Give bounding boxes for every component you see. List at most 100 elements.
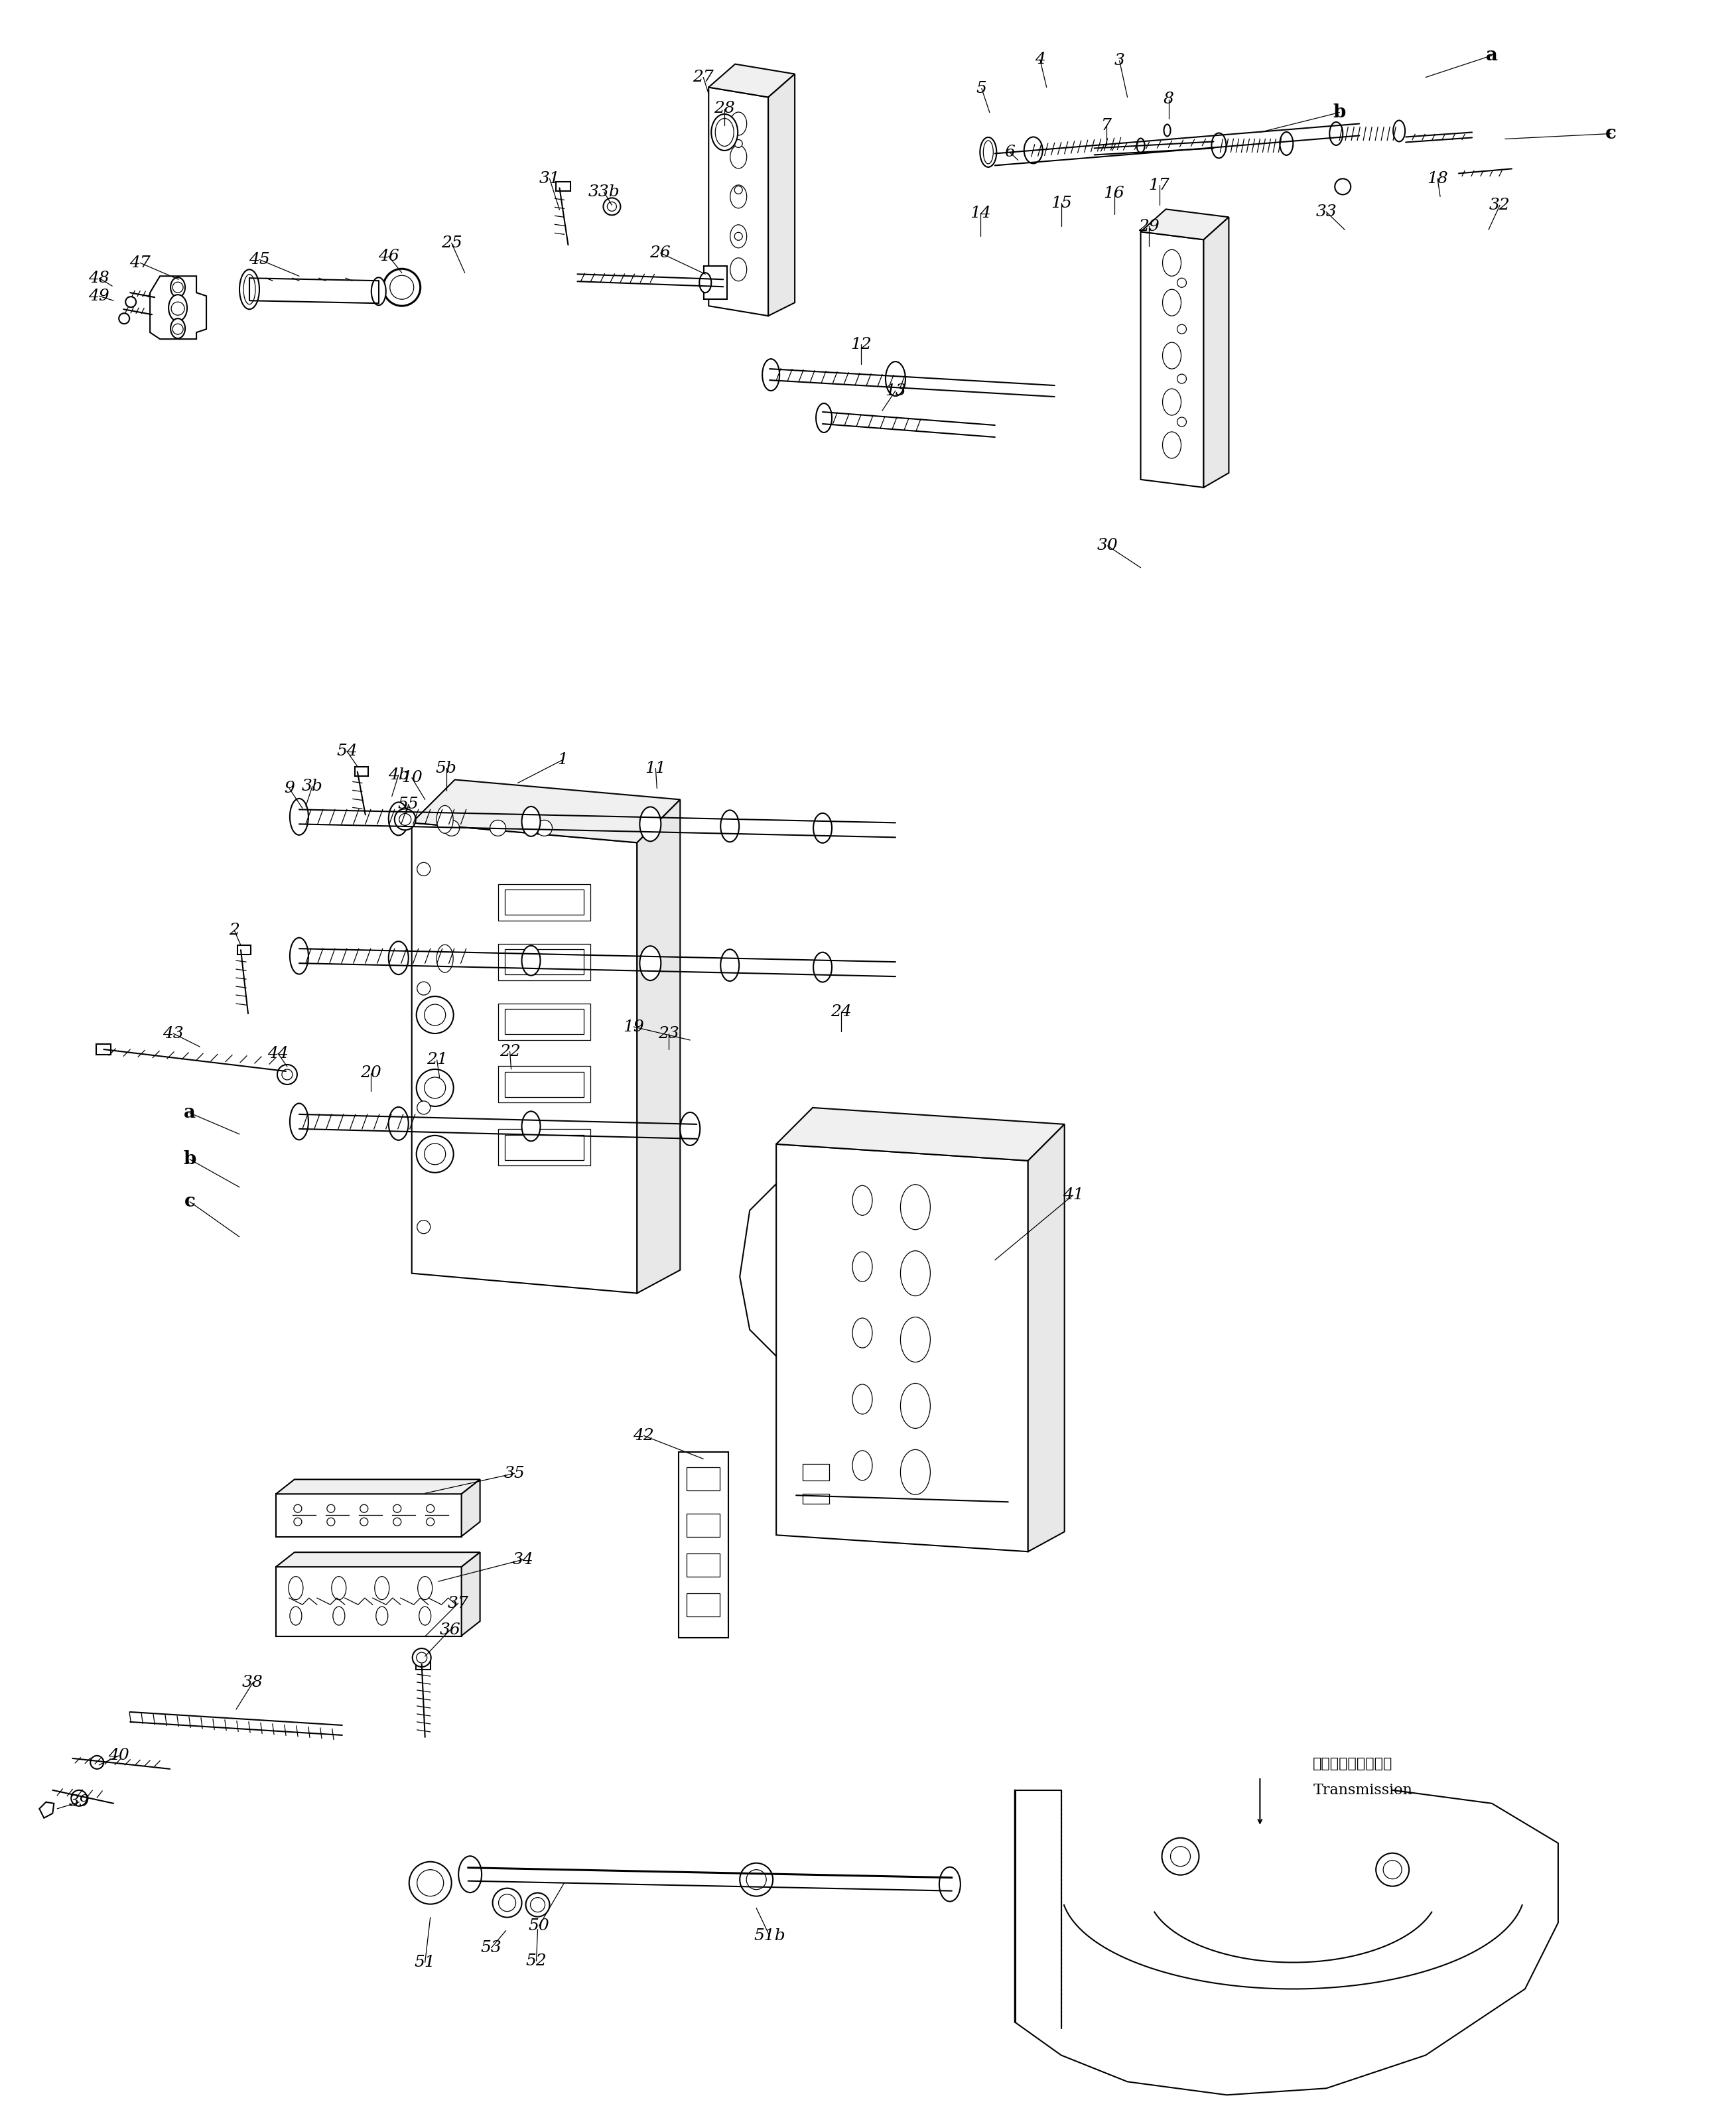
Text: c: c (1606, 124, 1616, 143)
Circle shape (1170, 1847, 1191, 1866)
Ellipse shape (731, 257, 746, 280)
Ellipse shape (332, 1577, 345, 1600)
Circle shape (1161, 1838, 1200, 1874)
Circle shape (417, 997, 453, 1033)
Ellipse shape (1394, 120, 1404, 141)
Bar (498, 1003, 590, 1039)
Bar (687, 1554, 720, 1577)
Circle shape (172, 325, 184, 335)
Ellipse shape (700, 272, 712, 293)
Text: 31: 31 (540, 171, 561, 186)
Circle shape (417, 1100, 431, 1115)
Text: 34: 34 (512, 1551, 533, 1566)
Bar (505, 949, 583, 974)
Ellipse shape (731, 112, 746, 135)
Ellipse shape (458, 1855, 481, 1893)
Text: 55: 55 (398, 797, 418, 812)
Ellipse shape (290, 1606, 302, 1625)
Text: 35: 35 (503, 1465, 524, 1482)
Polygon shape (776, 1145, 1028, 1551)
Text: 51b: 51b (753, 1929, 785, 1944)
Text: 5: 5 (976, 80, 986, 97)
Ellipse shape (901, 1383, 930, 1429)
Polygon shape (1141, 232, 1203, 487)
Ellipse shape (901, 1250, 930, 1296)
Text: 20: 20 (359, 1065, 382, 1081)
Circle shape (293, 1505, 302, 1514)
Text: 19: 19 (623, 1018, 644, 1035)
Ellipse shape (731, 226, 746, 249)
Ellipse shape (523, 807, 540, 837)
Circle shape (359, 1505, 368, 1514)
Text: 4: 4 (1035, 53, 1045, 67)
Text: 29: 29 (1139, 219, 1160, 234)
Circle shape (417, 982, 431, 995)
Polygon shape (411, 822, 637, 1292)
Text: 9: 9 (285, 780, 295, 797)
Ellipse shape (885, 363, 906, 396)
Text: 39: 39 (69, 1794, 90, 1809)
Ellipse shape (170, 318, 186, 339)
Text: 7: 7 (1101, 118, 1111, 133)
Ellipse shape (939, 1868, 960, 1901)
Ellipse shape (437, 944, 453, 972)
Bar (556, 181, 571, 192)
Ellipse shape (290, 799, 309, 835)
Text: 32: 32 (1489, 198, 1510, 213)
Bar (687, 1514, 720, 1537)
Polygon shape (276, 1480, 481, 1495)
Ellipse shape (1024, 137, 1043, 164)
Text: 42: 42 (634, 1427, 654, 1444)
Ellipse shape (389, 942, 408, 974)
Ellipse shape (375, 1577, 389, 1600)
Bar (276, 1495, 462, 1537)
Text: 2: 2 (229, 923, 240, 938)
Ellipse shape (243, 274, 255, 304)
Circle shape (734, 139, 743, 148)
Ellipse shape (641, 807, 661, 841)
Polygon shape (637, 799, 681, 1292)
Ellipse shape (372, 278, 385, 306)
Text: 54: 54 (337, 744, 358, 759)
Circle shape (391, 276, 413, 299)
Text: 26: 26 (649, 245, 670, 261)
Ellipse shape (852, 1185, 871, 1216)
Ellipse shape (1212, 133, 1226, 158)
Text: 41: 41 (1062, 1187, 1083, 1204)
Text: 4b: 4b (387, 767, 410, 782)
Text: 15: 15 (1050, 196, 1071, 211)
Circle shape (490, 820, 505, 837)
Circle shape (413, 1648, 431, 1667)
Ellipse shape (389, 803, 408, 835)
Bar (498, 883, 590, 921)
Text: 25: 25 (441, 236, 462, 251)
Bar (505, 1010, 583, 1035)
Ellipse shape (983, 141, 993, 164)
Circle shape (417, 1069, 453, 1107)
Text: 43: 43 (163, 1027, 184, 1041)
Circle shape (417, 1221, 431, 1233)
Circle shape (493, 1889, 523, 1918)
Text: 44: 44 (267, 1046, 288, 1060)
Ellipse shape (290, 938, 309, 974)
Bar (679, 1452, 727, 1638)
Bar (703, 266, 727, 299)
Circle shape (1377, 1853, 1410, 1887)
Polygon shape (411, 780, 681, 843)
Text: 8: 8 (1163, 91, 1174, 108)
Bar (802, 1463, 830, 1480)
Text: 13: 13 (885, 384, 906, 398)
Text: 30: 30 (1097, 538, 1118, 554)
Ellipse shape (1163, 124, 1170, 137)
Text: Transmission: Transmission (1312, 1783, 1413, 1798)
Bar (354, 767, 368, 776)
Circle shape (172, 301, 184, 316)
Text: 38: 38 (243, 1676, 264, 1691)
Circle shape (394, 1518, 401, 1526)
Text: 47: 47 (130, 255, 151, 270)
Ellipse shape (437, 805, 453, 833)
Ellipse shape (288, 1577, 304, 1600)
Circle shape (1177, 417, 1186, 426)
Text: 49: 49 (89, 289, 109, 304)
Bar (687, 1467, 720, 1490)
